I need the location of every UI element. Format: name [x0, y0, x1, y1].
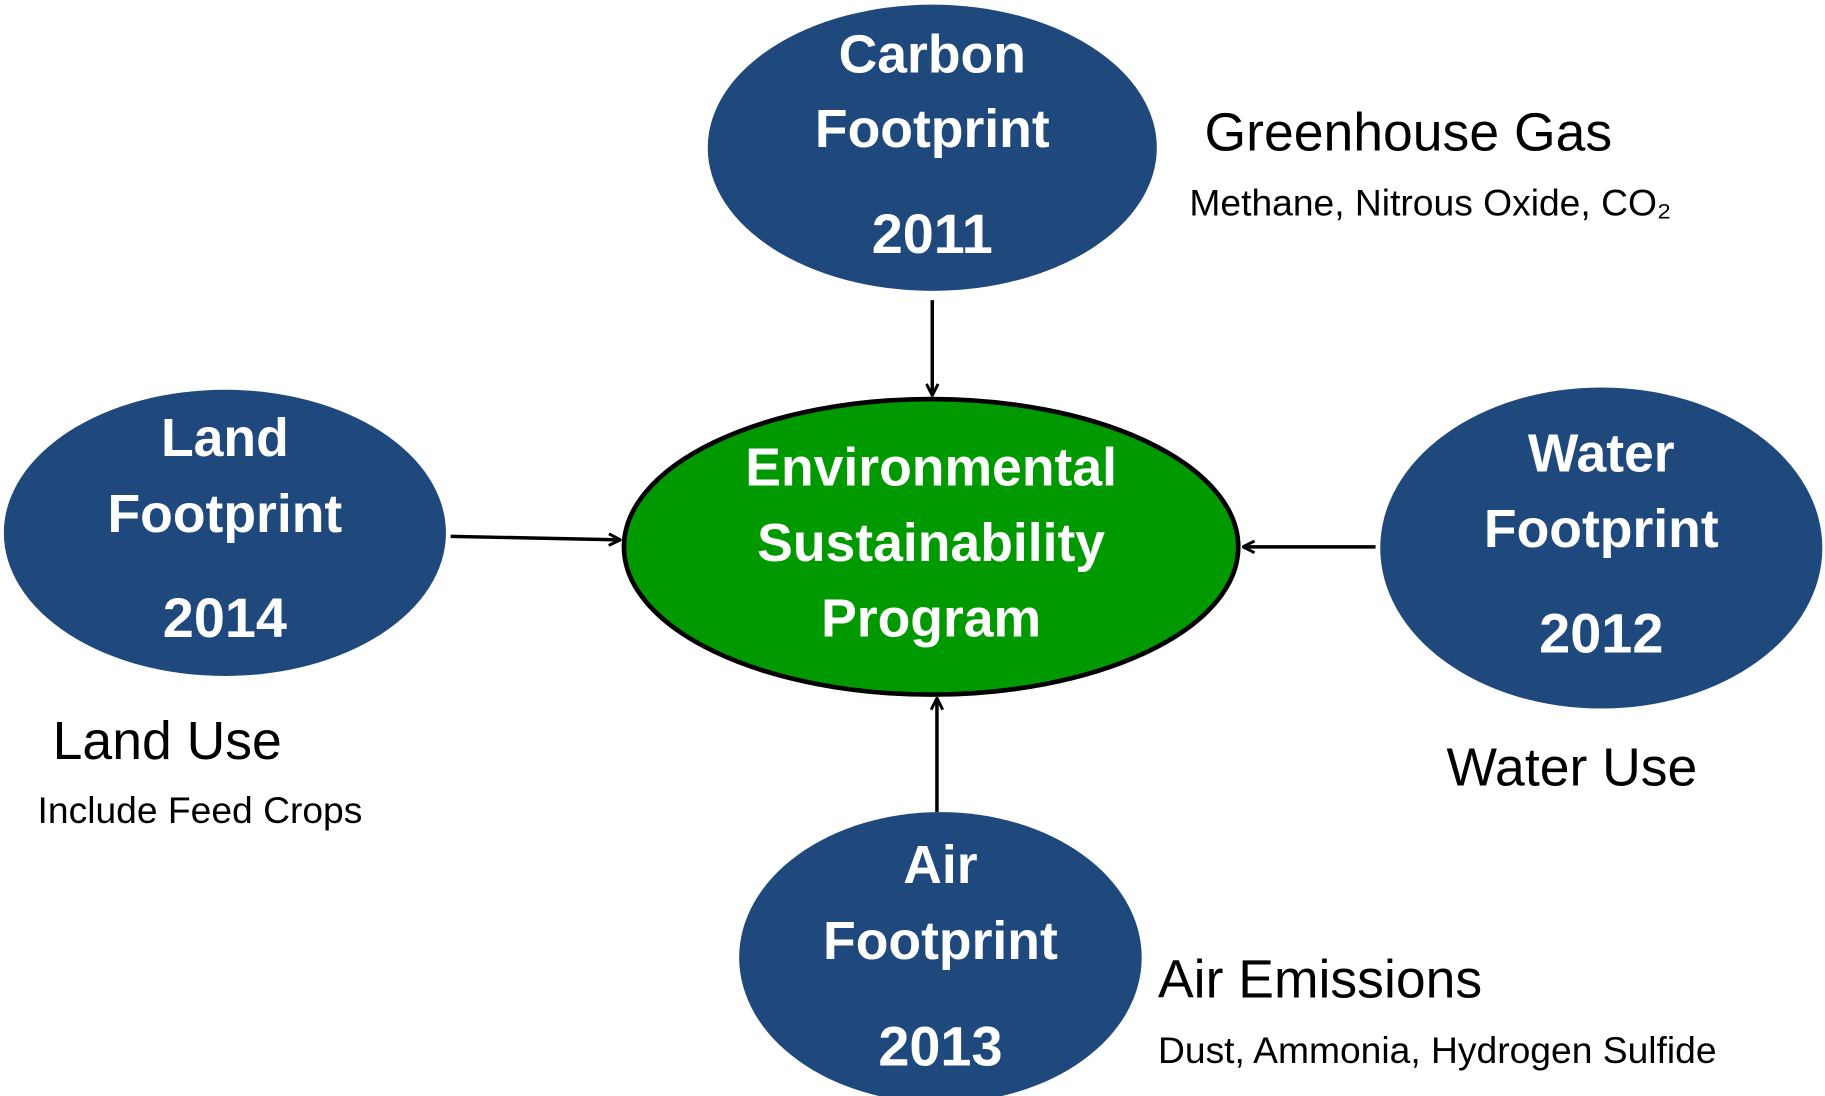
caption: Water Use [1447, 739, 1698, 798]
center-node [621, 396, 1241, 697]
node-label: Footprint [107, 485, 342, 544]
arrow [450, 536, 621, 539]
node [3, 389, 446, 676]
node-label: Footprint [823, 912, 1058, 971]
node-label: Air [903, 836, 978, 895]
node [739, 812, 1142, 1096]
center-label: Environmental [745, 438, 1117, 497]
node-year: 2013 [878, 1014, 1002, 1077]
caption: Greenhouse Gas [1205, 103, 1613, 162]
center-label: Sustainability [757, 514, 1105, 573]
node-year: 2014 [163, 586, 287, 649]
node-label: Carbon [839, 25, 1026, 84]
node-label: Land [161, 409, 289, 468]
detail: Methane, Nitrous Oxide, CO₂ [1189, 182, 1671, 224]
node-year: 2012 [1539, 601, 1663, 664]
detail: Dust, Ammonia, Hydrogen Sulfide [1158, 1029, 1717, 1071]
node-year: 2011 [872, 202, 993, 265]
node-label: Water [1528, 424, 1675, 483]
node [707, 4, 1157, 291]
caption: Land Use [53, 712, 282, 771]
node-label: Footprint [815, 100, 1050, 159]
caption: Air Emissions [1158, 950, 1482, 1009]
detail: Include Feed Crops [38, 789, 363, 831]
center-label: Program [821, 590, 1041, 649]
node-label: Footprint [1484, 500, 1719, 559]
node [1380, 387, 1823, 709]
